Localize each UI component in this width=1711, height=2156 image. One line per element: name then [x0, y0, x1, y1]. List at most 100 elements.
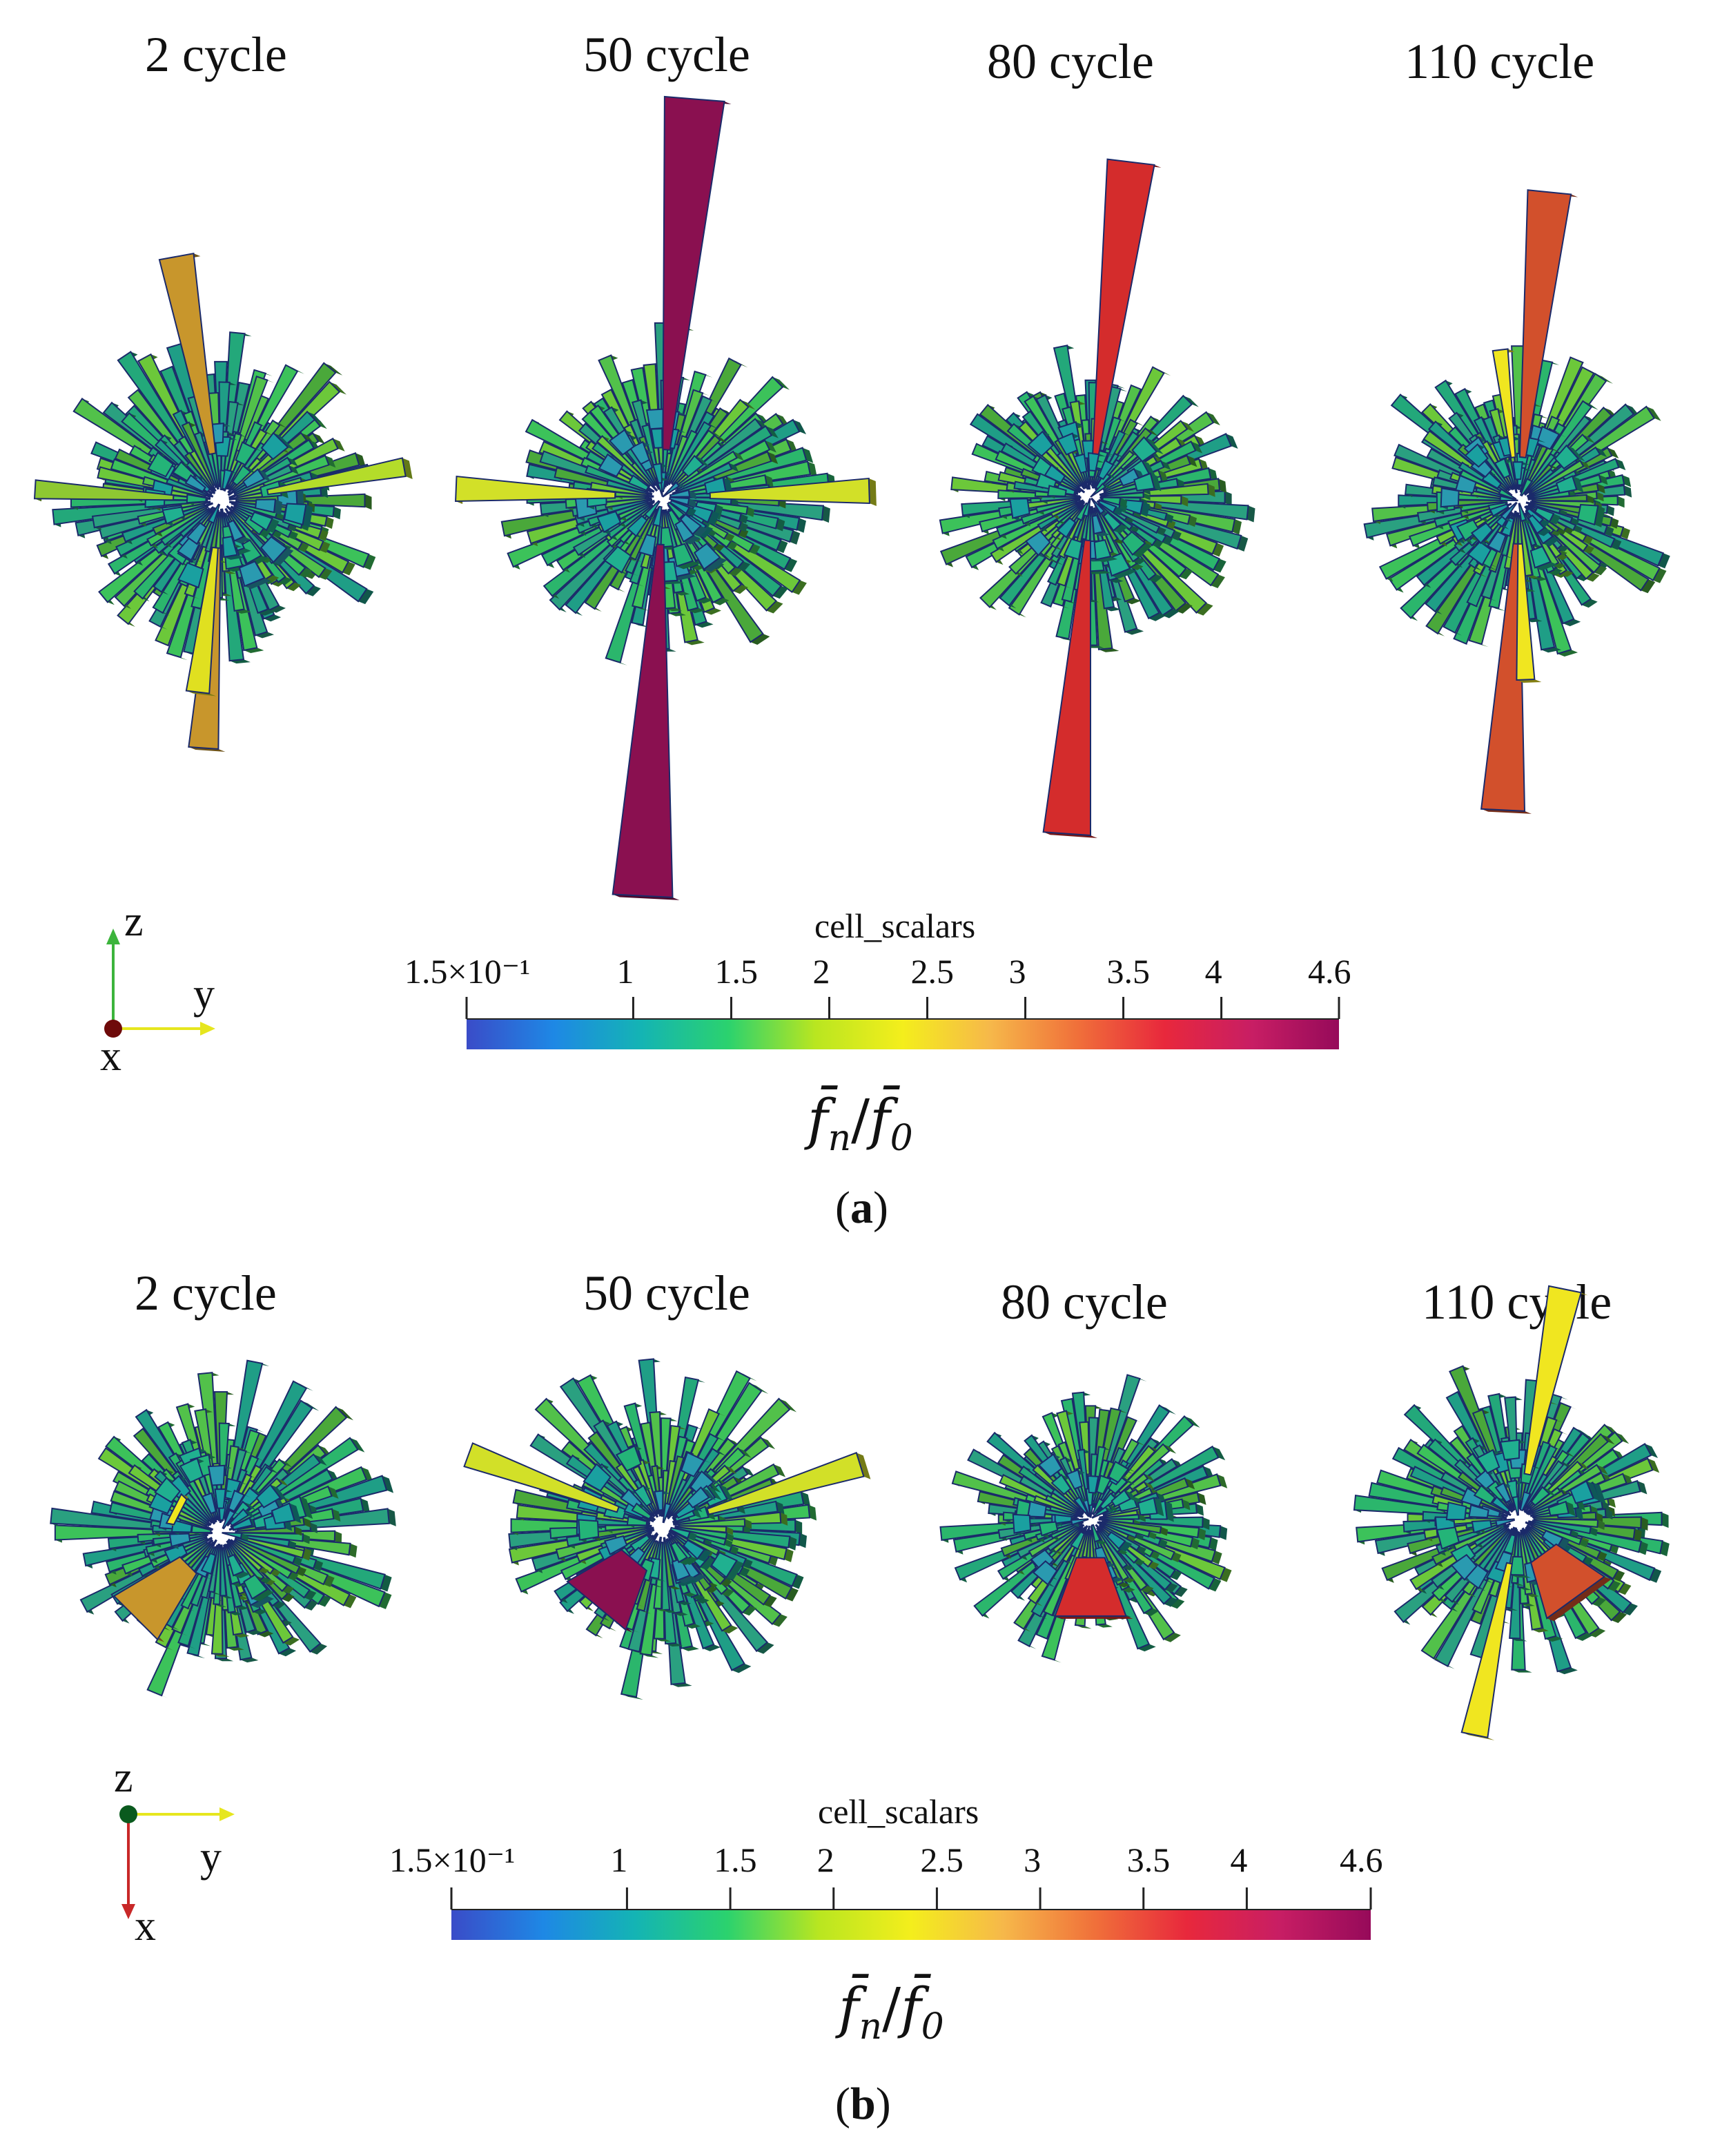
rose-b-80cycle-cell	[1032, 1560, 1058, 1586]
rose-b-80cycle-bar-side	[1217, 1474, 1228, 1488]
rose-a-80cycle-cell	[1090, 483, 1107, 498]
rose-a-80cycle-bar-side	[1125, 628, 1144, 635]
rose-a-50cycle-bar-side	[687, 608, 705, 614]
rose-a-80cycle-bar-side	[1212, 543, 1224, 557]
rose-b-50cycle-cell-side	[706, 1486, 722, 1501]
rose-a-110cycle-cell	[1500, 503, 1516, 521]
rose-b-80cycle-bar-side	[1137, 1644, 1156, 1652]
rose-b-50cycle-cell-side	[687, 1531, 697, 1542]
rose-b-2cycle-cell-side	[241, 1533, 249, 1541]
rose-b-2cycle-cell	[222, 1509, 236, 1530]
rose-a-50cycle-cell-side	[707, 510, 720, 525]
rose-b-2cycle-bar-side	[349, 1437, 365, 1453]
rose-a-50cycle-cell	[679, 513, 702, 536]
colorbar-a-label: f̄n/f̄0	[808, 1087, 913, 1159]
rose-a-2cycle-bar-side	[299, 567, 313, 578]
rose-b-80cycle-bar-side	[1184, 1416, 1200, 1428]
rose-a-50cycle-bar-side	[792, 420, 807, 435]
rose-a-80cycle-cell	[1102, 496, 1122, 506]
rose-a-50cycle-cell-side	[703, 557, 727, 572]
rose-a-110cycle-bar-side	[1582, 434, 1595, 444]
rose-b-2cycle-bar-side	[378, 1592, 392, 1609]
rose-b-50cycle-cell	[670, 1541, 688, 1564]
rose-a-2cycle-bar	[160, 507, 211, 546]
rose-b-50cycle-bar-side	[788, 1536, 797, 1551]
rose-b-50cycle-cell	[578, 1519, 600, 1541]
rose-b-50cycle-bar-side	[761, 1437, 776, 1450]
rose-a-50cycle-cell	[669, 496, 690, 506]
rose-b-80cycle-bar-side	[1184, 1478, 1195, 1490]
rose-b-80cycle-bar-side	[1138, 1515, 1146, 1522]
title-a-110cycle: 110 cycle	[1405, 34, 1595, 89]
rose-b-2cycle-bar-side	[317, 1595, 331, 1607]
rose-b-50cycle-cell	[654, 1490, 664, 1511]
rose-a-50cycle-cell	[693, 543, 721, 571]
rose-b-50cycle-bar-side	[743, 1466, 755, 1477]
rose-b-2cycle-bar-side	[387, 1508, 396, 1526]
rose-b-80cycle-bar-side	[1163, 1444, 1177, 1454]
rose-a-110cycle-bar-side	[1607, 447, 1619, 459]
rose-b-50cycle-cell-side	[701, 1487, 716, 1501]
rose-a-50cycle-cell-side	[676, 561, 700, 570]
colorbar-b-tick-label-6: 3.5	[1126, 1841, 1171, 1879]
rose-a-110cycle-bar-side	[1541, 647, 1562, 653]
rose-a-110cycle-cell	[1440, 487, 1460, 508]
rose-b-50cycle-cell	[662, 1502, 672, 1524]
rose-b-50cycle-cell-side	[678, 1557, 694, 1565]
rose-a-80cycle-bar-side	[1129, 525, 1140, 532]
rose-b-50cycle-cell	[671, 1557, 691, 1582]
rose-b-2cycle-bar-side	[277, 1478, 289, 1486]
rose-a-50cycle-bar-side	[750, 634, 770, 645]
rose-b-110cycle-cell	[1570, 1479, 1594, 1504]
rose-b-2cycle-cell	[224, 1477, 242, 1501]
rose-a-2cycle-bar-side	[289, 465, 299, 475]
rose-a-2cycle-bar-side	[324, 516, 334, 530]
rose-a-110cycle-bar-side	[1623, 485, 1632, 498]
rose-b-2cycle-bar-side	[302, 1533, 310, 1544]
rose-b-50cycle-cell-side	[676, 1578, 697, 1586]
rose-b-110cycle-cell	[1471, 1519, 1493, 1534]
colorbar-a-tick-label-5: 3	[1008, 952, 1026, 991]
panel-b-letter: b	[850, 2079, 876, 2129]
rose-b-80cycle-bar-side	[1156, 1493, 1166, 1502]
rose-b-50cycle-cell	[683, 1539, 705, 1560]
rose-b-80cycle-spike-0	[1054, 1557, 1127, 1617]
rose-a-50cycle-bar-side	[733, 584, 748, 594]
rose-b-80cycle-cell	[1054, 1514, 1073, 1524]
rose-a-80cycle-bar-side	[1143, 492, 1151, 501]
rose-a-50cycle-cell	[643, 500, 661, 519]
rose-b-80cycle-bar-side	[1144, 1608, 1160, 1616]
rose-a-2cycle-cell	[283, 503, 307, 526]
rose-a-50cycle-cell-side	[688, 490, 697, 500]
title-b-110cycle: 110 cycle	[1422, 1274, 1612, 1330]
rose-b-2cycle-cell	[179, 1457, 204, 1484]
rose-b-50cycle-cell	[631, 1502, 652, 1520]
rose-a-2cycle-cell	[227, 519, 245, 542]
rose-b-2cycle-cell	[154, 1477, 182, 1504]
rose-a-2cycle-bar-side	[306, 585, 321, 596]
rose-b-2cycle-cell	[222, 1532, 243, 1540]
rose-a-80cycle-cell-side	[1102, 483, 1113, 490]
rose-a-110cycle-cell-side	[1543, 536, 1560, 547]
rose-a-50cycle-bar-side	[775, 518, 785, 532]
rose-a-110cycle-bar-side	[1563, 619, 1581, 627]
rose-b-110cycle-bar-side	[1570, 1530, 1578, 1538]
rose-a-80cycle-bar	[1100, 492, 1144, 498]
rose-a-2cycle-cell-side	[273, 433, 295, 450]
rose-b-110cycle-bar-side	[1623, 1603, 1638, 1615]
rose-a-50cycle-spike-1	[612, 543, 674, 898]
rose-a-110cycle-cell	[1519, 478, 1534, 497]
rose-b-50cycle-bar-side	[780, 1512, 788, 1526]
rose-a-80cycle-cell	[1102, 512, 1122, 532]
rose-a-2cycle-cell	[162, 506, 186, 525]
rose-a-50cycle-cell	[669, 489, 691, 498]
rose-a-50cycle-bar-side	[728, 567, 742, 576]
rose-b-80cycle-cell	[1095, 1475, 1112, 1495]
rose-b-50cycle-cell	[626, 1515, 648, 1526]
rose-a-110cycle-cell	[1487, 530, 1507, 554]
rose-b-2cycle-bar-side	[328, 1486, 339, 1499]
rose-a-110cycle-bar-side	[1581, 599, 1598, 608]
rose-b-2cycle-bar-side	[282, 1593, 295, 1602]
rose-b-110cycle-cell	[1445, 1502, 1467, 1521]
colorbar-a-tick-label-7: 4	[1204, 952, 1222, 991]
